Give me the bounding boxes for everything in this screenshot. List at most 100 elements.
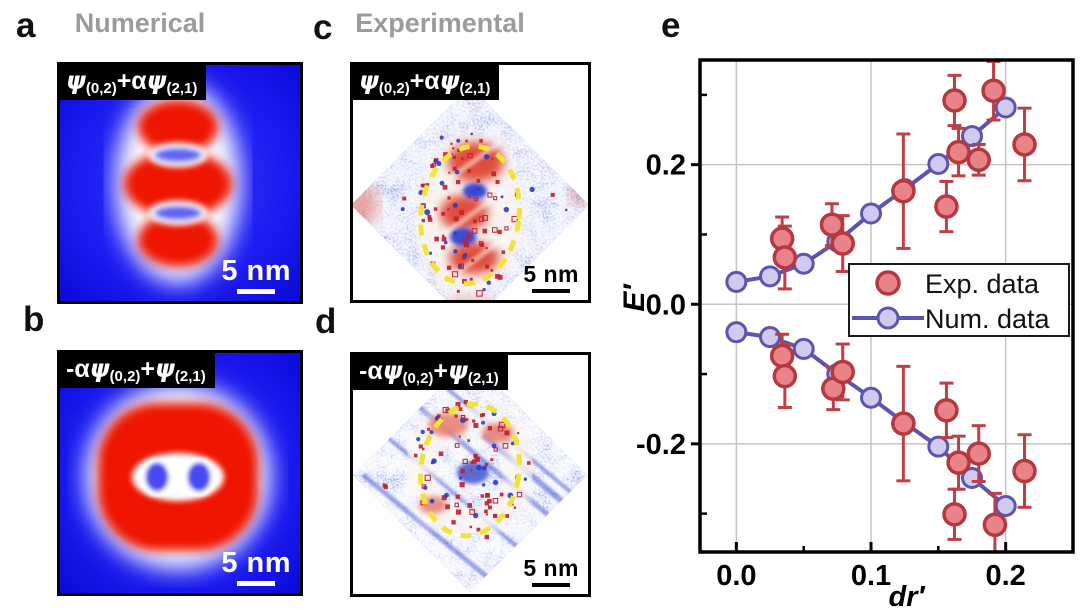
red-dot <box>453 216 459 222</box>
red-dot <box>495 179 500 184</box>
red-dot <box>490 458 494 462</box>
red-dot <box>421 218 426 223</box>
red-dot <box>450 142 453 145</box>
blue-dot <box>456 138 461 143</box>
num-data-point <box>792 337 815 360</box>
red-dot <box>466 232 471 238</box>
formula-prefix: -α <box>359 357 383 385</box>
y-tick-label: 0.0 <box>646 289 686 321</box>
red-dot <box>434 236 439 242</box>
exp-data-point <box>1012 132 1037 157</box>
open-red-dot <box>493 196 498 201</box>
blue-dot <box>481 483 486 487</box>
exp-data-point <box>966 147 991 173</box>
red-dot <box>440 245 446 250</box>
red-dot <box>469 277 473 281</box>
red-dot <box>461 254 465 257</box>
red-dot <box>456 180 461 185</box>
open-red-dot <box>497 425 504 432</box>
red-dot <box>452 155 456 160</box>
panel-label-e: e <box>661 6 681 45</box>
exp-data-point <box>942 88 967 113</box>
blue-dot <box>428 251 433 255</box>
red-dot <box>472 459 477 464</box>
open-red-dot <box>487 192 493 198</box>
x-tick-label: 0.0 <box>716 560 756 592</box>
experimental-map-c <box>353 65 588 300</box>
blue-dot <box>436 161 442 167</box>
red-dot <box>468 195 471 198</box>
x-tick-label: 0.2 <box>986 560 1026 592</box>
red-dot <box>452 147 455 150</box>
panel-b-formula: -αψ(0,2)+ψ(2,1) <box>60 353 215 388</box>
open-red-dot <box>469 509 475 515</box>
exp-data-point <box>830 359 855 385</box>
red-dot <box>467 503 473 508</box>
open-red-dot <box>463 237 468 242</box>
exp-data-point <box>946 450 971 475</box>
legend-exp-marker <box>875 270 901 296</box>
open-red-dot <box>476 290 483 297</box>
numerical-map-b <box>60 353 300 593</box>
red-dot <box>471 258 475 262</box>
red-dot <box>484 534 490 540</box>
open-red-dot <box>452 271 459 278</box>
panel-b-scalebar: 5 nm <box>221 549 291 586</box>
blue-dot <box>439 180 445 186</box>
red-dot <box>455 401 461 408</box>
exp-data-point <box>769 343 795 369</box>
blue-dot <box>429 498 435 504</box>
blue-dot <box>470 132 474 136</box>
panel-e-chart: 0.0 0.1 0.2 0.2 0.0 -0.2 dr′ E′ Exp. data Num. da… <box>620 58 1075 612</box>
red-dot <box>443 152 448 157</box>
open-red-dot <box>492 498 499 504</box>
red-dot <box>465 418 469 421</box>
numerical-map-a <box>60 65 300 301</box>
panel-label-c: c <box>313 8 333 47</box>
open-red-dot <box>458 263 465 270</box>
panel-d: -αψ(0,2)+ψ(2,1) 5 nm <box>350 352 591 597</box>
exp-data-point <box>982 512 1008 538</box>
red-dot <box>495 274 500 279</box>
red-dot <box>490 269 494 272</box>
open-red-dot <box>511 216 518 223</box>
blue-dot <box>416 437 421 442</box>
num-data-point <box>927 152 950 175</box>
red-dot <box>456 509 462 515</box>
red-dot <box>455 494 461 499</box>
red-dot <box>491 171 497 177</box>
blue-dot <box>510 441 515 446</box>
red-dot <box>454 414 458 418</box>
blue-dot <box>439 135 444 140</box>
exp-data-point <box>772 363 798 389</box>
num-data-point <box>994 494 1017 517</box>
x-tick-label: 0.1 <box>851 560 891 592</box>
impurity-dots <box>382 399 531 540</box>
blue-dot <box>429 430 434 435</box>
blue-dot <box>503 206 510 213</box>
red-dot <box>451 520 456 525</box>
open-red-dot <box>492 227 498 233</box>
open-red-dot <box>462 458 468 465</box>
formula-psi2: ψ <box>439 66 460 95</box>
red-dot <box>467 439 470 442</box>
panel-label-b: b <box>23 300 45 339</box>
red-dot <box>485 264 490 269</box>
scalebar-bar <box>237 289 276 294</box>
plot-border <box>698 58 1075 554</box>
red-dot <box>480 494 485 498</box>
exp-data-point <box>966 441 991 466</box>
blue-dot <box>476 187 480 191</box>
blue-dot <box>458 476 463 480</box>
red-dot <box>433 207 438 211</box>
formula-mid: + <box>140 355 156 383</box>
x-axis-label: dr′ <box>889 581 926 612</box>
open-red-dot <box>467 153 473 159</box>
scalebar-label: 5 nm <box>221 547 291 579</box>
open-red-dot <box>498 421 506 429</box>
panel-b: -αψ(0,2)+ψ(2,1) 5 nm <box>57 350 303 596</box>
legend-num-label: Num. data <box>925 304 1051 334</box>
panel-label-d: d <box>315 302 337 341</box>
red-dot <box>457 148 461 152</box>
blue-dot <box>481 465 487 471</box>
